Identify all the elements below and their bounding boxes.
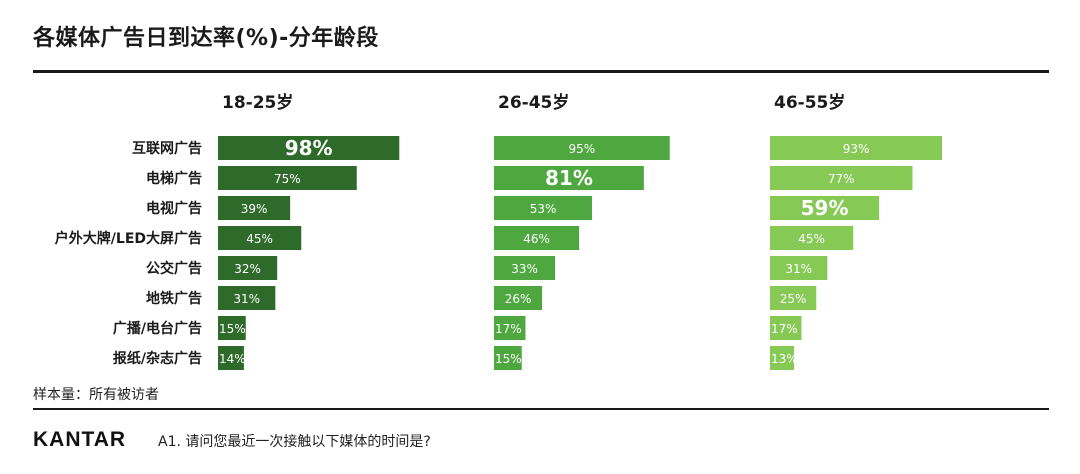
bar [494, 166, 644, 190]
bar [218, 136, 400, 160]
data-label: 77% [828, 172, 855, 186]
bar [218, 286, 276, 310]
series-header: 18-25岁 [222, 92, 293, 113]
data-label: 81% [545, 166, 593, 190]
bar [494, 316, 526, 340]
category-label: 广播/电台广告 [113, 320, 202, 337]
bar [770, 346, 795, 370]
chart-title: 各媒体广告日到达率(%)-分年龄段 [33, 26, 379, 51]
data-label: 45% [246, 232, 273, 246]
data-label: 25% [780, 292, 807, 306]
data-label: 93% [843, 142, 870, 156]
bar [494, 346, 522, 370]
bar [218, 256, 278, 280]
data-label: 75% [274, 172, 301, 186]
category-label: 户外大牌/LED大屏广告 [55, 230, 202, 247]
data-label: 98% [285, 136, 333, 160]
bar [218, 346, 244, 370]
category-label: 地铁广告 [146, 290, 202, 307]
data-label: 32% [234, 262, 261, 276]
data-label: 17% [495, 322, 522, 336]
bar [770, 136, 943, 160]
bar [218, 166, 357, 190]
bar [770, 196, 880, 220]
bar [494, 286, 543, 310]
bar [494, 196, 593, 220]
series-header: 26-45岁 [498, 92, 569, 113]
data-label: 46% [523, 232, 550, 246]
data-label: 15% [495, 352, 522, 366]
data-label: 33% [511, 262, 538, 276]
data-label: 15% [219, 322, 246, 336]
survey-question: A1. 请问您最近一次接触以下媒体的时间是? [158, 434, 431, 450]
data-label: 31% [233, 292, 260, 306]
bar [494, 226, 580, 250]
data-label: 59% [801, 196, 849, 220]
bar [218, 316, 246, 340]
data-label: 53% [530, 202, 557, 216]
category-label: 电视广告 [146, 200, 202, 217]
bottom-rule [33, 408, 1049, 410]
category-label: 互联网广告 [132, 140, 202, 157]
chart-area: 互联网广告电梯广告电视广告户外大牌/LED大屏广告公交广告地铁广告广播/电台广告… [55, 92, 943, 370]
bar [494, 136, 670, 160]
bar [770, 256, 828, 280]
top-rule [33, 70, 1049, 73]
data-label: 26% [505, 292, 532, 306]
bar [770, 316, 802, 340]
kantar-logo: KANTAR [33, 428, 127, 451]
data-label: 39% [241, 202, 268, 216]
sample-note: 样本量：所有被访者 [33, 387, 159, 403]
bar [770, 286, 817, 310]
data-label: 95% [569, 142, 596, 156]
bar [218, 226, 302, 250]
bar [218, 196, 291, 220]
bar [770, 166, 913, 190]
data-label: 45% [798, 232, 825, 246]
category-label: 报纸/杂志广告 [113, 350, 202, 367]
bar [770, 226, 854, 250]
bar [494, 256, 556, 280]
data-label: 17% [771, 322, 798, 336]
category-label: 公交广告 [146, 260, 202, 277]
category-label: 电梯广告 [146, 170, 202, 187]
data-label: 13% [771, 352, 798, 366]
data-label: 31% [785, 262, 812, 276]
series-header: 46-55岁 [774, 92, 845, 113]
data-label: 14% [219, 352, 246, 366]
